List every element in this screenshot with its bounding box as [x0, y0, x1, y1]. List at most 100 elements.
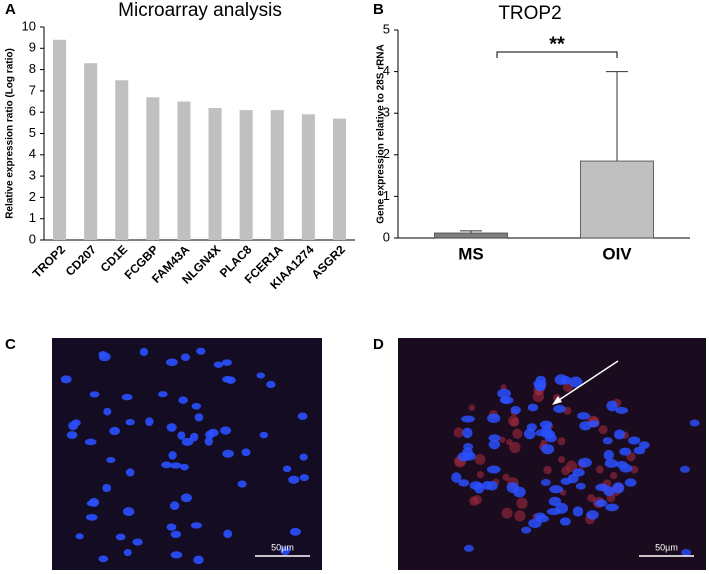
nucleus: [139, 347, 149, 357]
nucleus: [577, 457, 592, 468]
nucleus: [158, 391, 168, 398]
bar: [84, 63, 98, 241]
nucleus: [282, 465, 292, 473]
nucleus: [535, 381, 546, 392]
nucleus: [619, 447, 632, 456]
nucleus: [221, 376, 233, 383]
nucleus: [223, 529, 233, 539]
nucleus: [180, 493, 192, 503]
nucleus: [614, 429, 625, 440]
stain: [509, 441, 521, 454]
nucleus: [541, 444, 555, 455]
y-tick-label: 3: [29, 168, 36, 183]
nucleus: [256, 372, 266, 379]
nucleus: [189, 432, 199, 442]
stain: [474, 454, 486, 465]
arrow-head: [552, 396, 562, 405]
nucleus: [166, 523, 177, 531]
nucleus: [638, 441, 650, 450]
nucleus: [462, 427, 473, 439]
bar: [332, 118, 346, 240]
nucleus: [125, 418, 135, 426]
nucleus: [170, 462, 182, 469]
nucleus: [168, 451, 177, 460]
nucleus: [191, 402, 202, 410]
nucleus: [165, 358, 178, 367]
y-tick-label: 3: [383, 105, 390, 120]
nucleus: [220, 426, 232, 435]
nucleus: [497, 388, 511, 399]
stain: [502, 473, 510, 481]
stain: [587, 494, 596, 502]
nucleus: [540, 479, 551, 487]
nucleus: [595, 483, 609, 492]
nucleus: [66, 431, 78, 440]
x-tick-label: MS: [458, 244, 484, 263]
nucleus: [169, 501, 180, 510]
nucleus: [604, 458, 618, 468]
nucleus: [612, 482, 625, 494]
nucleus: [628, 436, 641, 445]
nucleus: [213, 361, 224, 368]
nucleus: [115, 533, 126, 541]
nucleus: [624, 478, 637, 487]
stain: [516, 497, 528, 509]
nucleus: [178, 396, 188, 404]
y-tick-label: 0: [29, 231, 36, 246]
nucleus: [488, 439, 501, 450]
nucleus: [575, 482, 586, 490]
bar: [434, 232, 508, 239]
nucleus: [266, 380, 276, 389]
stain: [514, 510, 526, 522]
nucleus: [122, 507, 135, 517]
stain: [595, 465, 604, 474]
nucleus: [280, 546, 291, 556]
nucleus: [193, 555, 204, 565]
nucleus: [560, 375, 572, 385]
nucleus: [132, 538, 143, 546]
nucleus: [586, 510, 599, 520]
y-tick-label: 4: [29, 146, 36, 161]
nucleus: [603, 449, 615, 461]
nucleus: [98, 351, 108, 358]
nucleus: [542, 428, 553, 436]
y-tick-label: 5: [383, 21, 390, 36]
nucleus: [486, 465, 501, 474]
nucleus: [569, 376, 583, 388]
nucleus: [166, 423, 177, 432]
nucleus: [605, 503, 619, 512]
nucleus: [521, 526, 532, 534]
nucleus: [572, 506, 584, 517]
y-tick-label: 10: [22, 18, 36, 33]
nucleus: [679, 465, 690, 473]
nucleus: [539, 420, 553, 429]
nucleus: [486, 480, 498, 491]
nucleus: [299, 474, 309, 482]
nucleus: [594, 499, 608, 507]
panel-label: A: [5, 1, 16, 18]
nucleus: [84, 438, 97, 446]
nucleus: [102, 483, 112, 493]
nucleus: [615, 406, 629, 414]
nucleus: [204, 436, 213, 446]
nucleus: [524, 428, 536, 440]
nucleus: [461, 415, 475, 423]
nucleus: [527, 403, 539, 412]
nucleus: [85, 513, 98, 521]
scale-bar-label: 50µm: [655, 542, 678, 552]
significance-bracket: [496, 51, 618, 58]
nucleus: [289, 527, 301, 536]
nucleus: [487, 413, 501, 424]
nucleus: [506, 482, 519, 494]
nucleus: [121, 393, 133, 401]
y-tick-label: 4: [383, 63, 390, 78]
nucleus: [98, 555, 109, 563]
stain: [512, 428, 523, 439]
stain: [469, 496, 479, 506]
y-tick-label: 5: [29, 125, 36, 140]
nucleus: [526, 423, 537, 431]
nucleus: [180, 353, 191, 361]
nucleus: [161, 461, 172, 469]
nucleus: [241, 448, 251, 457]
nucleus: [180, 463, 189, 471]
